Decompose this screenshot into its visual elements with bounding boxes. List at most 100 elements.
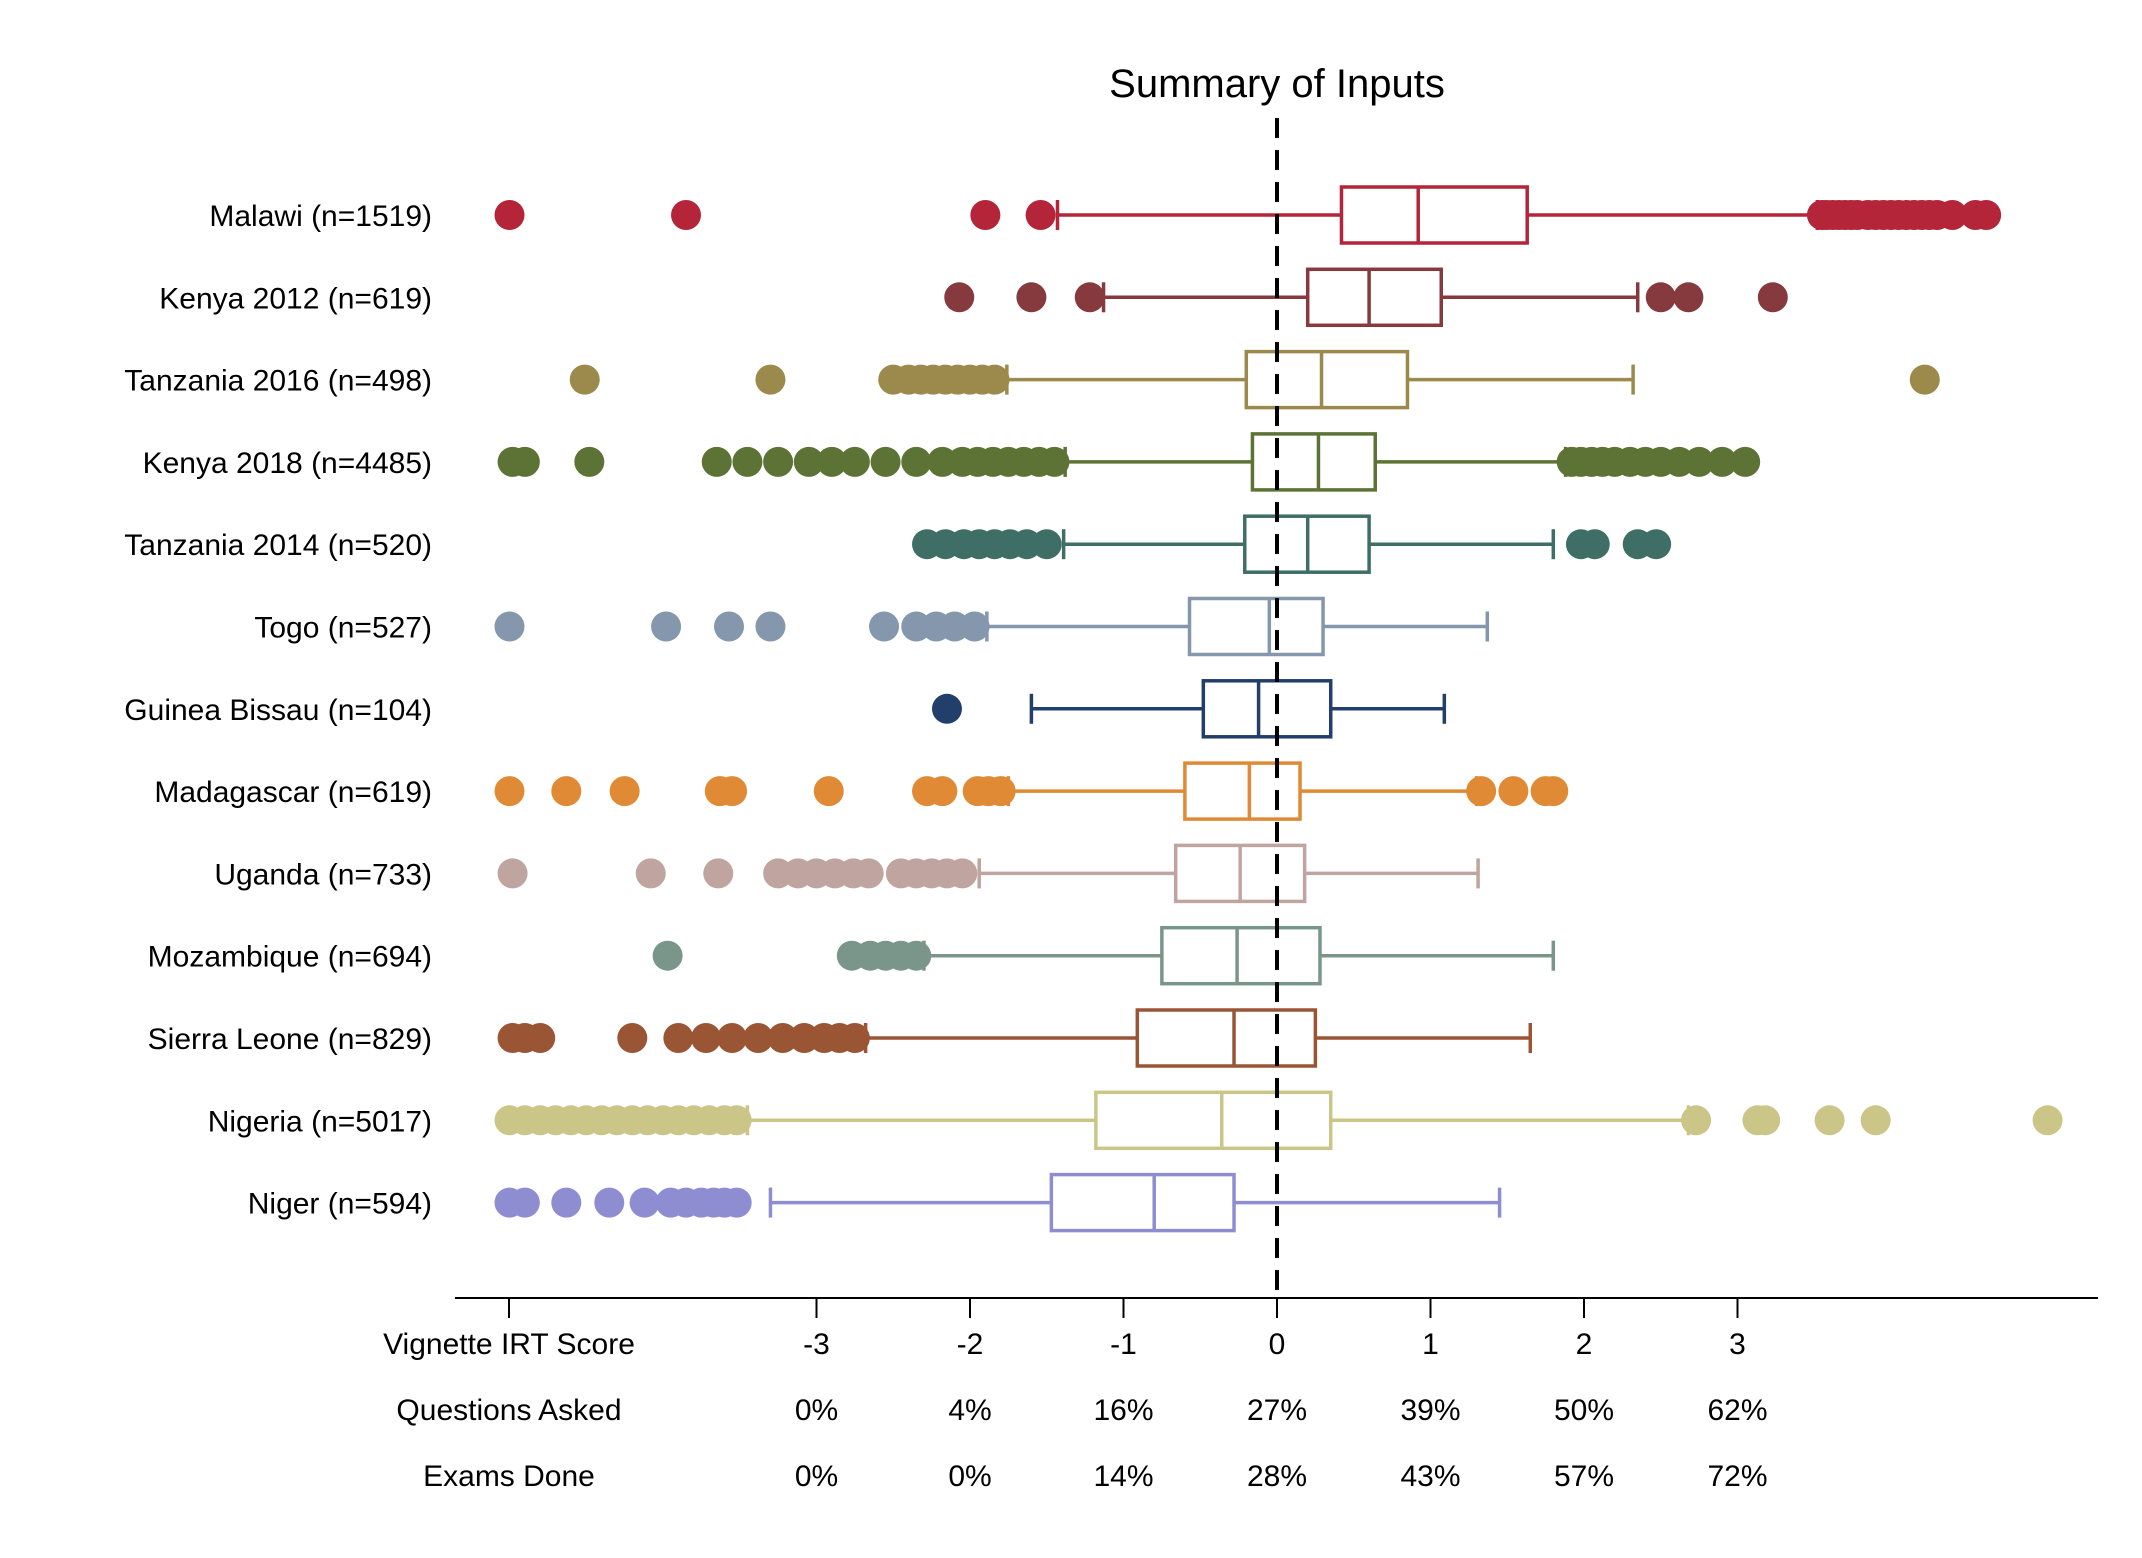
outlier-point xyxy=(551,776,582,807)
series-row: Tanzania 2016 (n=498) xyxy=(124,349,1940,410)
iqr-box xyxy=(1244,349,1410,410)
series-row: Madagascar (n=619) xyxy=(154,761,1569,821)
outlier-point xyxy=(609,776,640,807)
outlier-point xyxy=(2032,1105,2063,1136)
outlier-point xyxy=(931,693,962,724)
outlier-point xyxy=(721,1105,752,1136)
tick-label: 16% xyxy=(1093,1394,1153,1427)
outlier-point xyxy=(1039,446,1070,477)
tick-label: 4% xyxy=(948,1394,991,1427)
series-rows: Malawi (n=1519) Kenya 2012 (n=619) Tanzani… xyxy=(124,185,2063,1233)
tick-label: 0 xyxy=(1269,1328,1286,1361)
outlier-point xyxy=(1937,200,1968,230)
outlier-point xyxy=(839,1023,870,1053)
outlier-point xyxy=(901,940,932,971)
outlier-point xyxy=(1814,1105,1845,1136)
tick-label: -1 xyxy=(1110,1328,1137,1361)
outlier-point xyxy=(944,282,975,313)
series-row: Malawi (n=1519) xyxy=(209,185,2002,245)
series-label: Tanzania 2016 (n=498) xyxy=(124,365,432,398)
series-label: Nigeria (n=5017) xyxy=(208,1105,432,1138)
tick-label: 1 xyxy=(1422,1328,1439,1361)
iqr-box xyxy=(1201,679,1333,739)
outlier-point xyxy=(1645,282,1676,313)
outlier-point xyxy=(629,1187,660,1218)
tick-label: 27% xyxy=(1247,1394,1307,1427)
outlier-point xyxy=(813,776,844,807)
outlier-point xyxy=(1466,776,1497,807)
series-row: Nigeria (n=5017) xyxy=(208,1090,2063,1151)
iqr-box xyxy=(1135,1008,1318,1068)
outlier-point xyxy=(767,1023,798,1053)
outlier-point xyxy=(927,776,958,807)
outlier-point xyxy=(869,611,900,642)
tick-label: 0% xyxy=(948,1460,991,1493)
outlier-point xyxy=(1730,446,1761,477)
outlier-point xyxy=(1971,200,2002,230)
outlier-point xyxy=(816,446,847,477)
chart-title: Summary of Inputs xyxy=(1109,62,1445,106)
outlier-point xyxy=(497,858,528,889)
iqr-box xyxy=(1094,1090,1333,1151)
outlier-point xyxy=(755,364,786,395)
outlier-point xyxy=(569,364,600,395)
tick-label: 62% xyxy=(1707,1394,1767,1427)
outlier-point xyxy=(970,200,1001,230)
outlier-point xyxy=(703,858,734,889)
outlier-point xyxy=(1909,364,1940,395)
outlier-point xyxy=(979,364,1010,395)
outlier-point xyxy=(1673,282,1704,313)
outlier-point xyxy=(901,446,932,477)
outlier-point xyxy=(1684,446,1715,477)
outlier-point xyxy=(743,1023,774,1053)
tick-label: 0% xyxy=(795,1394,838,1427)
axis-row-label: Vignette IRT Score xyxy=(383,1328,635,1361)
outlier-point xyxy=(947,858,978,889)
outlier-point xyxy=(717,776,748,807)
outlier-point xyxy=(690,1023,721,1053)
axis-row-label: Exams Done xyxy=(423,1460,595,1493)
series-row: Sierra Leone (n=829) xyxy=(148,1008,1533,1068)
iqr-box xyxy=(1187,596,1325,657)
outlier-point xyxy=(793,446,824,477)
tick-label: 0% xyxy=(795,1460,838,1493)
outlier-point xyxy=(959,611,990,642)
outlier-point xyxy=(714,611,745,642)
outlier-point xyxy=(509,1187,540,1218)
outlier-point xyxy=(617,1023,648,1053)
outlier-point xyxy=(1750,1105,1781,1136)
tick-label: 57% xyxy=(1554,1460,1614,1493)
series-label: Madagascar (n=619) xyxy=(154,776,432,809)
axis-row-label: Questions Asked xyxy=(396,1394,621,1427)
outlier-point xyxy=(985,776,1016,807)
x-axis-labels: Vignette IRT Score -3 -2 -1 0 1 2 3 Questions As… xyxy=(383,1298,1768,1493)
series-row: Guinea Bissau (n=104) xyxy=(124,679,1447,739)
iqr-box xyxy=(1160,925,1322,986)
series-label: Guinea Bissau (n=104) xyxy=(124,694,432,727)
outlier-point xyxy=(594,1187,625,1218)
tick-label: 43% xyxy=(1400,1460,1460,1493)
outlier-point xyxy=(721,1187,752,1218)
series-label: Sierra Leone (n=829) xyxy=(148,1023,432,1056)
outlier-point xyxy=(853,858,884,889)
series-row: Togo (n=527) xyxy=(254,596,1490,657)
series-label: Mozambique (n=694) xyxy=(148,941,432,974)
tick-label: 14% xyxy=(1093,1460,1153,1493)
outlier-point xyxy=(494,200,525,230)
iqr-box xyxy=(1183,761,1302,821)
tick-label: 2 xyxy=(1576,1328,1593,1361)
series-row: Tanzania 2014 (n=520) xyxy=(124,514,1672,574)
outlier-point xyxy=(651,611,682,642)
tick-label: 50% xyxy=(1554,1394,1614,1427)
outlier-point xyxy=(1757,282,1788,313)
outlier-point xyxy=(1016,282,1047,313)
outlier-point xyxy=(574,446,605,477)
series-row: Mozambique (n=694) xyxy=(148,925,1556,986)
outlier-point xyxy=(1641,529,1672,560)
outlier-point xyxy=(525,1023,556,1053)
outlier-point xyxy=(1579,529,1610,560)
outlier-point xyxy=(763,446,794,477)
outlier-point xyxy=(717,1023,748,1053)
series-label: Malawi (n=1519) xyxy=(209,200,432,233)
series-row: Niger (n=594) xyxy=(248,1172,1502,1233)
